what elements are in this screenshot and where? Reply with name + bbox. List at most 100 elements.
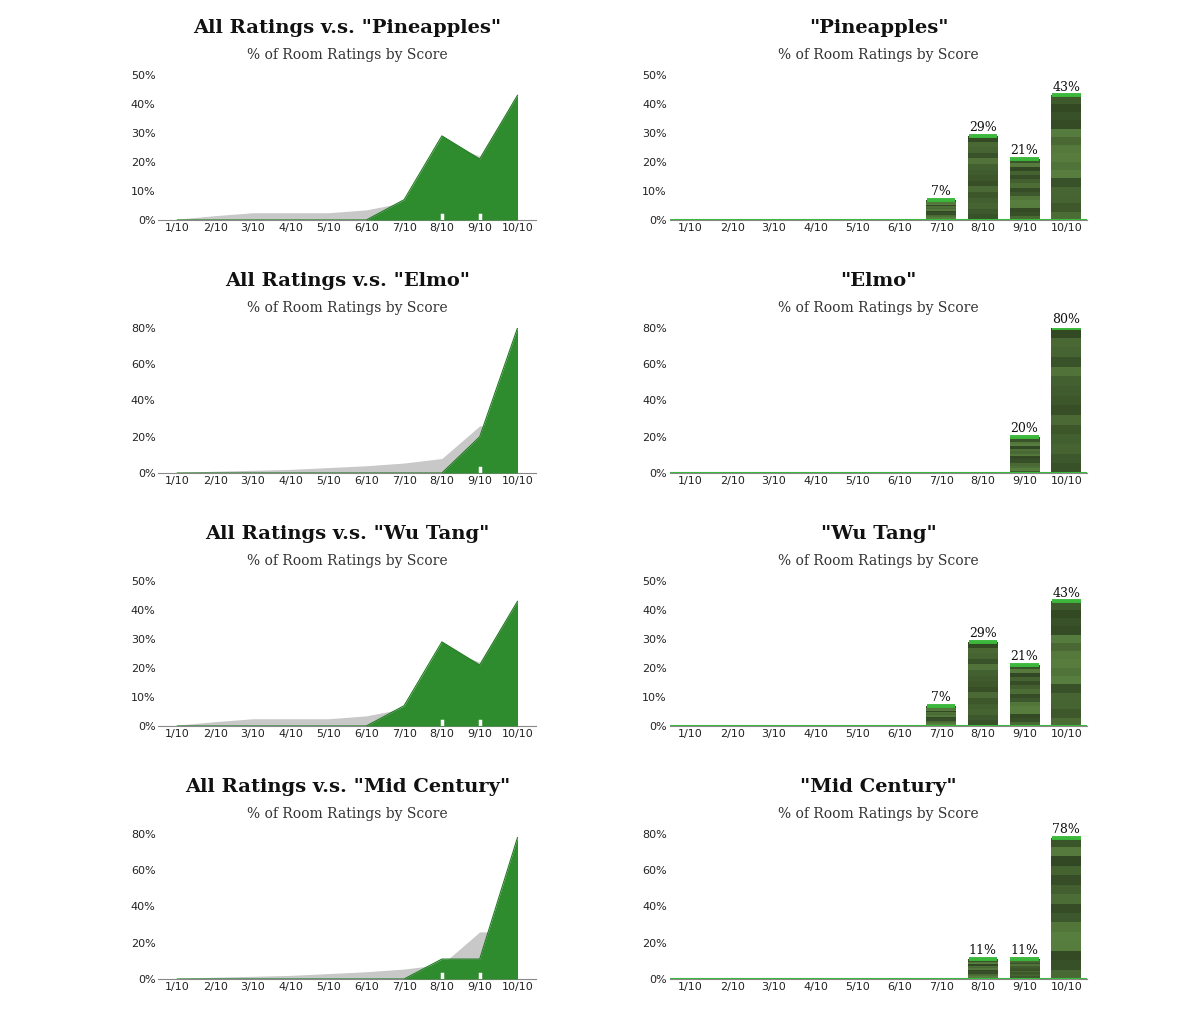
Bar: [1009, 437, 1039, 439]
Text: % of Room Ratings by Score: % of Room Ratings by Score: [778, 554, 979, 568]
Bar: [967, 959, 998, 960]
Bar: [1051, 693, 1081, 701]
Text: 7%: 7%: [931, 185, 950, 198]
Bar: [1009, 973, 1039, 975]
Text: All Ratings v.s. "Pineapples": All Ratings v.s. "Pineapples": [193, 19, 502, 37]
Bar: [926, 213, 956, 214]
Text: All Ratings v.s. "Elmo": All Ratings v.s. "Elmo": [224, 272, 470, 290]
Bar: [1051, 195, 1081, 203]
Bar: [1051, 951, 1081, 960]
Bar: [967, 147, 998, 152]
Bar: [1009, 714, 1039, 718]
Bar: [1051, 338, 1081, 347]
Text: % of Room Ratings by Score: % of Room Ratings by Score: [778, 806, 979, 821]
Bar: [1009, 701, 1039, 706]
Text: 43%: 43%: [1052, 586, 1080, 599]
Bar: [1051, 178, 1081, 186]
Bar: [1051, 894, 1081, 903]
Bar: [967, 687, 998, 692]
Bar: [1009, 697, 1039, 701]
Bar: [1009, 439, 1039, 442]
Bar: [967, 670, 998, 676]
Bar: [1051, 969, 1081, 978]
Bar: [967, 969, 998, 971]
Bar: [1051, 424, 1081, 435]
Bar: [1051, 701, 1081, 710]
Bar: [967, 720, 998, 726]
Text: "Pineapples": "Pineapples": [809, 19, 948, 37]
Bar: [967, 192, 998, 198]
Bar: [967, 141, 998, 147]
Bar: [1051, 145, 1081, 153]
Bar: [926, 209, 956, 210]
Bar: [1051, 710, 1081, 718]
Bar: [926, 719, 956, 721]
Text: 29%: 29%: [968, 627, 997, 641]
Bar: [1051, 386, 1081, 396]
Bar: [1051, 847, 1081, 857]
Text: % of Room Ratings by Score: % of Room Ratings by Score: [247, 301, 448, 315]
Bar: [1051, 129, 1081, 137]
Bar: [967, 186, 998, 192]
Bar: [1009, 171, 1039, 175]
Bar: [967, 703, 998, 710]
Bar: [967, 203, 998, 209]
Bar: [967, 175, 998, 180]
Bar: [1009, 962, 1039, 963]
Text: 80%: 80%: [1052, 313, 1080, 327]
Bar: [1051, 186, 1081, 195]
Bar: [1009, 204, 1039, 208]
Bar: [1009, 167, 1039, 171]
Bar: [926, 216, 956, 217]
Bar: [967, 164, 998, 170]
Text: All Ratings v.s. "Mid Century": All Ratings v.s. "Mid Century": [185, 778, 510, 796]
Bar: [967, 710, 998, 715]
Bar: [967, 962, 998, 963]
Bar: [1009, 976, 1039, 977]
Bar: [1051, 406, 1081, 415]
Bar: [1009, 968, 1039, 969]
Bar: [1051, 651, 1081, 659]
Bar: [1009, 971, 1039, 972]
Bar: [926, 217, 956, 218]
Bar: [967, 642, 998, 648]
Bar: [1009, 458, 1039, 460]
Bar: [1009, 442, 1039, 444]
Bar: [1051, 376, 1081, 386]
Bar: [1009, 471, 1039, 473]
Bar: [967, 136, 998, 141]
Bar: [1009, 163, 1039, 167]
Bar: [967, 648, 998, 653]
Bar: [1009, 460, 1039, 464]
Bar: [1051, 464, 1081, 473]
Bar: [1009, 179, 1039, 183]
Text: % of Room Ratings by Score: % of Room Ratings by Score: [247, 554, 448, 568]
Bar: [1051, 837, 1081, 847]
Bar: [1009, 964, 1039, 966]
Bar: [1009, 685, 1039, 689]
Text: 7%: 7%: [931, 691, 950, 703]
Bar: [967, 698, 998, 703]
Bar: [1051, 153, 1081, 162]
Bar: [1051, 415, 1081, 424]
Bar: [1009, 456, 1039, 458]
Bar: [926, 721, 956, 722]
Bar: [926, 713, 956, 714]
Bar: [1009, 175, 1039, 179]
Bar: [1009, 693, 1039, 697]
Bar: [1009, 451, 1039, 453]
Bar: [967, 966, 998, 967]
Bar: [1051, 857, 1081, 866]
Bar: [1051, 941, 1081, 951]
Bar: [1051, 634, 1081, 643]
Bar: [1009, 706, 1039, 710]
Bar: [926, 709, 956, 710]
Bar: [1051, 610, 1081, 618]
Bar: [1009, 966, 1039, 967]
Bar: [1051, 328, 1081, 338]
Bar: [1051, 212, 1081, 220]
Bar: [1009, 208, 1039, 212]
Bar: [1009, 975, 1039, 976]
Bar: [1009, 446, 1039, 449]
Bar: [1009, 969, 1039, 971]
